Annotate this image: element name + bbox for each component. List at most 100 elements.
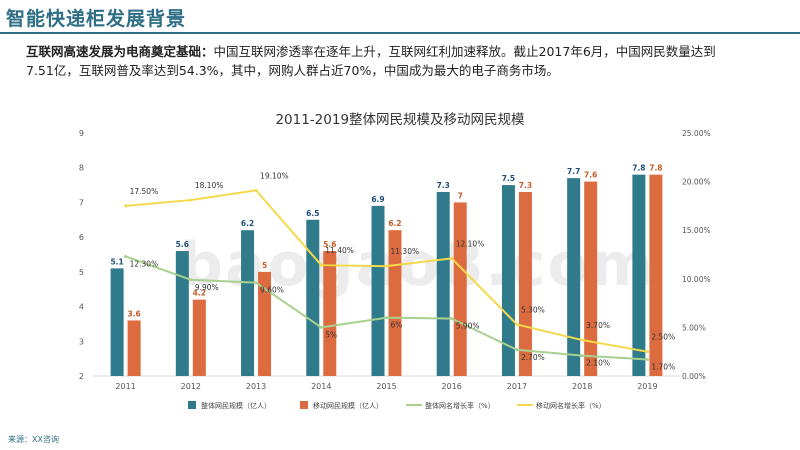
line-data-label: 9.60% [260,286,284,295]
line-point [385,316,388,320]
x-tick-label: 2015 [376,382,396,391]
bar-mobile-netizens [192,299,206,376]
x-tick-label: 2014 [311,382,331,391]
y-left-tick-label: 6 [79,233,84,242]
bar-data-label: 7.6 [584,171,597,180]
line-point [580,354,584,358]
source-note: 来源：XX咨询 [8,435,59,444]
bar-total-netizens [306,219,320,376]
intro-paragraph: 互联网高速发展为电商奠定基础：中国互联网渗透率在逐年上升，互联网红利加速释放。截… [26,42,716,80]
line-point [189,198,193,202]
bar-mobile-netizens [584,181,598,376]
y-right-tick-label: 20.00% [682,178,711,187]
bar-mobile-netizens [323,251,337,376]
y-right-tick-label: 15.00% [682,226,711,235]
bar-mobile-netizens [518,192,532,376]
y-left-tick-label: 7 [79,198,84,207]
y-right-tick-label: 25.00% [682,129,711,138]
line-point [515,348,519,352]
bar-total-netizens [110,268,124,376]
bar-data-label: 7.7 [567,167,580,176]
bar-total-netizens [175,251,189,376]
line-data-label: 2.50% [651,333,675,342]
line-point [189,278,193,282]
line-point [254,281,258,285]
y-left-tick-label: 4 [79,303,84,312]
y-right-tick-label: 10.00% [682,275,711,284]
bar-data-label: 6.2 [241,219,254,228]
line-point [124,204,128,208]
line-point [450,317,454,321]
x-tick-label: 2013 [246,382,266,391]
y-left-tick-label: 8 [79,164,84,173]
bar-total-netizens [632,174,646,376]
y-right-tick-label: 0.00% [682,372,706,381]
bar-data-label: 5.6 [176,240,189,249]
line-point [450,256,454,260]
y-left-tick-label: 3 [79,337,84,346]
intro-bold-lead: 互联网高速发展为电商奠定基础： [26,44,214,59]
x-tick-label: 2011 [115,382,135,391]
x-tick-label: 2019 [637,382,657,391]
line-point [254,188,258,192]
bar-data-label: 6.2 [388,219,401,228]
line-point [580,338,584,342]
x-tick-label: 2017 [507,382,527,391]
bar-data-label: 5.6 [323,240,336,249]
line-point [645,350,649,354]
legend-label: 移动网名增长率（%） [536,401,606,410]
line-data-label: 2.70% [521,353,545,362]
bar-data-label: 4.2 [193,289,206,298]
legend-swatch [300,401,308,409]
y-right-tick-label: 5.00% [682,323,706,332]
line-point [319,325,323,329]
bar-total-netizens [567,178,581,376]
line-data-label: 11.40% [325,246,354,255]
bar-data-label: 7.5 [502,174,515,183]
line-data-label: 5.90% [456,322,480,331]
line-data-label: 12.10% [456,239,485,248]
bar-data-label: 7.8 [649,164,662,173]
legend-label: 整体网民规模（亿人） [201,401,271,410]
legend-swatch [188,401,196,409]
line-point [319,263,323,267]
bar-data-label: 7.8 [632,164,645,173]
bar-mobile-netizens [649,174,663,376]
legend-label: 整体网名增长率（%） [425,401,495,410]
y-left-tick-label: 9 [79,129,84,138]
bar-data-label: 6.5 [306,209,319,218]
header-divider [0,32,800,34]
bar-data-label: 7.3 [437,181,450,190]
y-left-tick-label: 5 [79,268,84,277]
bar-data-label: 6.9 [371,195,384,204]
line-data-label: 12.30% [130,259,159,268]
line-data-label: 2.10% [586,359,610,368]
bar-data-label: 5 [262,261,267,270]
line-point [385,264,388,268]
bar-total-netizens [371,205,385,376]
bar-total-netizens [436,192,450,376]
line-data-label: 5.30% [521,305,545,314]
chart-title: 2011-2019整体网民规模及移动网民规模 [275,112,525,128]
line-data-label: 17.50% [130,187,159,196]
bar-data-label: 5.1 [110,257,123,266]
legend-label: 移动网民规模（亿人） [313,401,383,410]
bar-mobile-netizens [453,202,467,376]
line-data-label: 1.70% [651,362,675,371]
bar-mobile-netizens [258,271,272,376]
x-tick-label: 2018 [572,382,592,391]
bar-mobile-netizens [388,230,402,376]
line-data-label: 9.90% [195,283,219,292]
slide-title: 智能快递柜发展背景 [6,8,187,30]
line-data-label: 18.10% [195,181,224,190]
line-data-label: 11.30% [391,247,420,256]
bar-total-netizens [501,185,515,376]
bar-total-netizens [241,230,255,376]
bar-mobile-netizens [127,320,141,376]
x-tick-label: 2012 [181,382,201,391]
line-data-label: 5% [325,330,337,339]
line-data-label: 19.10% [260,171,289,180]
bar-data-label: 7.3 [519,181,532,190]
intro-text: 中国互联网渗透率在逐年上升，互联网红利加速释放。截止2017年6月，中国网民数量… [26,44,716,78]
